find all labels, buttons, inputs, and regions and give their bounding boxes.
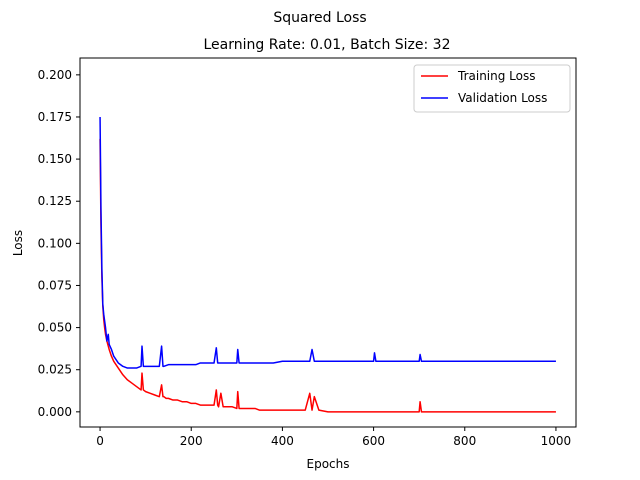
y-tick-label: 0.075 xyxy=(38,278,72,292)
series-line-training-loss xyxy=(99,138,556,413)
legend-box xyxy=(413,64,571,113)
x-tick-label: 400 xyxy=(271,434,294,448)
x-tick-label: 200 xyxy=(180,434,203,448)
chart-subtitle: Learning Rate: 0.01, Batch Size: 32 xyxy=(204,37,451,53)
y-tick-label: 0.200 xyxy=(38,68,72,82)
y-tick-label: 0.125 xyxy=(38,194,72,208)
x-axis-label: Epochs xyxy=(307,457,350,471)
y-tick-label: 0.100 xyxy=(38,236,72,250)
legend-label-validation: Validation Loss xyxy=(458,91,547,105)
y-tick-label: 0.150 xyxy=(38,152,72,166)
x-tick-label: 0 xyxy=(96,434,104,448)
legend-label-training: Training Loss xyxy=(457,69,535,83)
x-axis-ticks: 0 200 400 600 800 1000 xyxy=(96,427,571,448)
series-line-validation-loss xyxy=(99,116,556,369)
x-tick-label: 600 xyxy=(362,434,385,448)
chart-title: Squared Loss xyxy=(273,10,366,26)
plot-frame xyxy=(79,57,577,428)
x-tick-label: 1000 xyxy=(541,434,572,448)
series-layer xyxy=(99,116,556,413)
y-tick-label: 0.025 xyxy=(38,363,72,377)
y-tick-label: 0.050 xyxy=(38,321,72,335)
x-tick-label: 800 xyxy=(453,434,476,448)
y-tick-label: 0.175 xyxy=(38,110,72,124)
y-axis-label: Loss xyxy=(11,230,25,256)
legend: Training Loss Validation Loss xyxy=(413,64,571,113)
y-axis-ticks: 0.000 0.025 0.050 0.075 0.100 0.125 0.150 0.175… xyxy=(38,68,80,419)
y-tick-label: 0.000 xyxy=(38,405,72,419)
